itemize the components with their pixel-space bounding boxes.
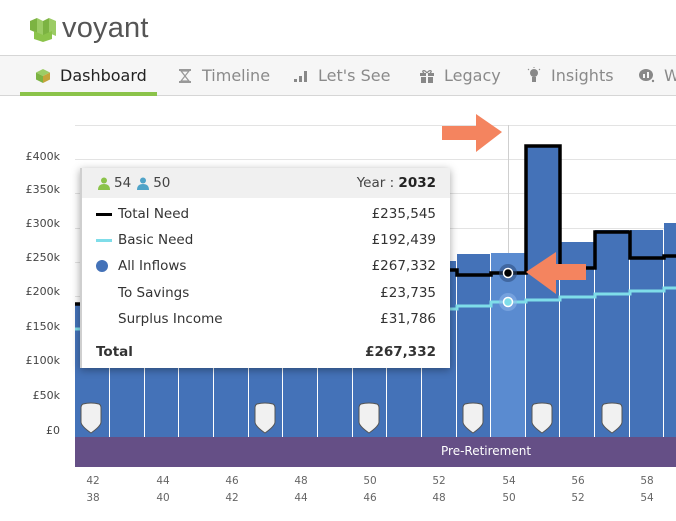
y-axis-label: £300k [25,217,60,230]
x-axis-age2: 48 [432,492,446,504]
annotation-arrow-right-icon [442,114,502,152]
total-value: £267,332 [365,344,436,360]
x-axis-age2: 52 [571,492,585,504]
hourglass-icon [176,67,194,85]
total-need-marker [502,267,514,279]
tab-timeline-label: Timeline [202,66,271,85]
row-label: To Savings [118,285,190,301]
event-shield-icon[interactable] [80,402,102,434]
hover-crosshair [508,125,509,255]
tab-legacy-label: Legacy [444,66,501,85]
chat-icon [638,67,656,85]
inflow-bar[interactable] [630,230,664,437]
event-shield-icon[interactable] [462,402,484,434]
x-axis-age2: 40 [156,492,170,504]
tooltip-header: 54 50 Year : 2032 [82,168,450,198]
chart-tooltip: 54 50 Year : 2032 Total Need £235,545 Ba… [80,168,450,368]
partner-age: 50 [153,175,171,191]
event-shield-icon[interactable] [358,402,380,434]
y-axis-label: £50k [32,389,60,402]
gridline [75,159,676,160]
row-value: £192,439 [371,232,436,248]
blue-dot-icon [96,260,108,272]
y-axis-label: £400k [25,150,60,163]
row-value: £23,735 [380,285,436,301]
tooltip-row-to-savings: To Savings £23,735 [96,281,436,305]
row-label: All Inflows [118,258,187,274]
active-tab-indicator [20,92,157,96]
tab-w-label: W [664,66,676,85]
tooltip-row-all-inflows: All Inflows £267,332 [96,254,436,278]
year-label: Year : [356,175,399,191]
x-axis-age1: 58 [640,475,654,487]
voyant-logo[interactable]: voyant [28,10,149,46]
x-axis-age1: 56 [571,475,585,487]
tab-insights-label: Insights [551,66,614,85]
x-axis-age1: 48 [294,475,308,487]
x-axis-age2: 42 [225,492,239,504]
event-shield-icon[interactable] [531,402,553,434]
x-axis-age1: 46 [225,475,239,487]
gridline [75,125,676,126]
row-value: £235,545 [371,206,436,222]
x-axis-age2: 46 [363,492,377,504]
y-axis-label: £150k [25,320,60,333]
tab-dashboard[interactable]: Dashboard [34,56,147,95]
y-axis-label: £200k [25,285,60,298]
inflow-bar-highlighted[interactable] [491,253,526,437]
tooltip-row-total: Total £267,332 [96,340,436,364]
total-label: Total [96,344,133,360]
row-value: £31,786 [380,311,436,327]
row-value: £267,332 [371,258,436,274]
main-nav: Dashboard Timeline Let's See Legacy Insi… [0,55,676,96]
cube-icon [34,67,52,85]
bar-chart-icon [292,67,310,85]
person-icon-client [98,177,110,190]
x-axis-age1: 50 [363,475,377,487]
tab-lets-see-label: Let's See [318,66,391,85]
x-axis-age2: 50 [502,492,516,504]
x-axis-age2: 38 [86,492,100,504]
y-axis-label: £0 [46,424,60,437]
phase-band-pre-retirement[interactable] [75,437,676,467]
event-shield-icon[interactable] [601,402,623,434]
tooltip-row-basic-need: Basic Need £192,439 [96,228,436,252]
phase-label: Pre-Retirement [441,444,532,458]
row-label: Basic Need [118,232,194,248]
tooltip-year: Year : 2032 [357,175,436,191]
tab-timeline[interactable]: Timeline [176,56,270,95]
x-axis-age1: 44 [156,475,170,487]
y-axis-label: £350k [25,183,60,196]
tab-legacy[interactable]: Legacy [418,56,501,95]
annotation-arrow-left-icon [526,252,586,294]
logo-text: voyant [62,11,149,44]
inflow-bar[interactable] [664,223,676,437]
cyan-line-icon [96,238,112,242]
y-axis-label: £250k [25,251,60,264]
x-axis-age1: 54 [502,475,516,487]
year-value: 2032 [398,175,436,191]
tooltip-row-total-need: Total Need £235,545 [96,202,436,226]
voyant-logo-icon [30,18,56,42]
inflow-bar[interactable] [595,230,630,437]
x-axis-age2: 44 [294,492,308,504]
lightbulb-icon [525,66,543,85]
event-shield-icon[interactable] [254,402,276,434]
client-age: 54 [114,175,132,191]
tab-dashboard-label: Dashboard [60,66,147,85]
tooltip-row-surplus-income: Surplus Income £31,786 [96,307,436,331]
row-label: Total Need [118,206,190,222]
row-label: Surplus Income [118,311,223,327]
tab-insights[interactable]: Insights [525,56,614,95]
x-axis-age2: 54 [640,492,654,504]
x-axis-age1: 42 [86,475,100,487]
y-axis-label: £100k [25,354,60,367]
gift-icon [418,67,436,85]
x-axis-age1: 52 [432,475,446,487]
tab-lets-see[interactable]: Let's See [292,56,390,95]
person-icon-partner [137,177,150,190]
black-line-icon [96,212,112,216]
tab-w[interactable]: W [638,56,676,95]
basic-need-marker [502,296,514,308]
